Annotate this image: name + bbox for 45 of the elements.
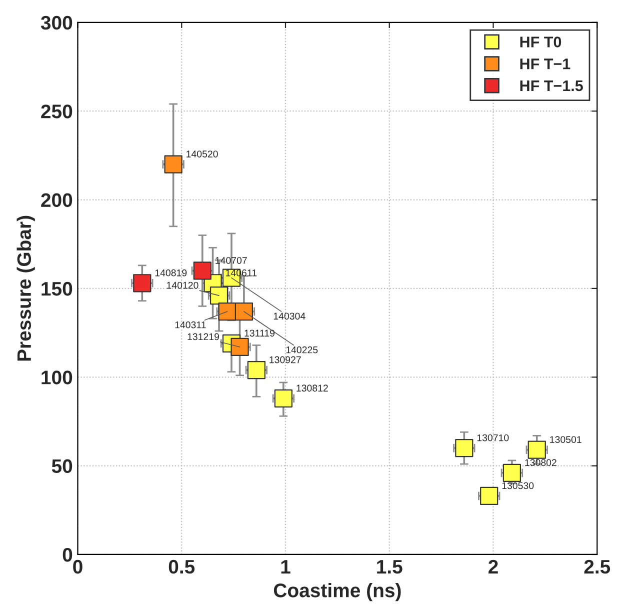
legend-label: HF T0 <box>520 36 562 48</box>
x-tick-label: 0 <box>73 560 82 574</box>
x-axis-title: Coastime (ns) <box>274 583 401 602</box>
point <box>218 302 236 321</box>
annotation: 130927 <box>270 356 301 364</box>
y-tick-label: 50 <box>52 459 72 474</box>
annotation: 140120 <box>166 282 198 289</box>
annotation: 131119 <box>244 330 275 337</box>
point <box>234 302 254 321</box>
y-tick-label: 100 <box>42 370 72 384</box>
annotation: 140707 <box>216 256 247 264</box>
annotation: 140304 <box>274 312 306 320</box>
annotation: 130802 <box>525 459 556 466</box>
y-tick-label: 0 <box>62 548 72 562</box>
annotation: 131219 <box>188 333 219 340</box>
annotation: 130710 <box>477 434 509 442</box>
x-tick-label: 2 <box>488 560 498 574</box>
y-tick-label: 150 <box>42 282 72 296</box>
y-tick-label: 300 <box>40 16 72 30</box>
annotation: 130501 <box>550 436 582 443</box>
point <box>455 439 474 458</box>
annotation: 130812 <box>296 384 328 392</box>
point <box>502 464 522 482</box>
point <box>210 286 228 305</box>
annotation: 140225 <box>286 346 318 354</box>
annotation: 140311 <box>175 321 206 328</box>
point <box>164 155 182 174</box>
legend-label: HF T−1 <box>520 58 570 70</box>
x-tick-label: 1 <box>281 560 290 574</box>
x-tick-label: 1.5 <box>377 560 402 574</box>
point <box>480 486 498 506</box>
legend-label: HF T−1.5 <box>520 80 583 92</box>
y-axis-title: Pressure (Gbar) <box>16 216 35 361</box>
point <box>274 389 292 408</box>
annotation: 140520 <box>186 150 218 158</box>
annotation: 130530 <box>502 482 534 490</box>
x-tick-label: 0.5 <box>168 560 195 574</box>
y-tick-label: 250 <box>41 104 72 118</box>
y-tick-label: 200 <box>41 193 72 208</box>
x-tick-label: 2.5 <box>584 560 610 574</box>
point <box>133 274 152 292</box>
annotation: 140819 <box>155 269 187 276</box>
point <box>193 262 212 280</box>
point <box>528 440 546 459</box>
point <box>247 360 266 380</box>
